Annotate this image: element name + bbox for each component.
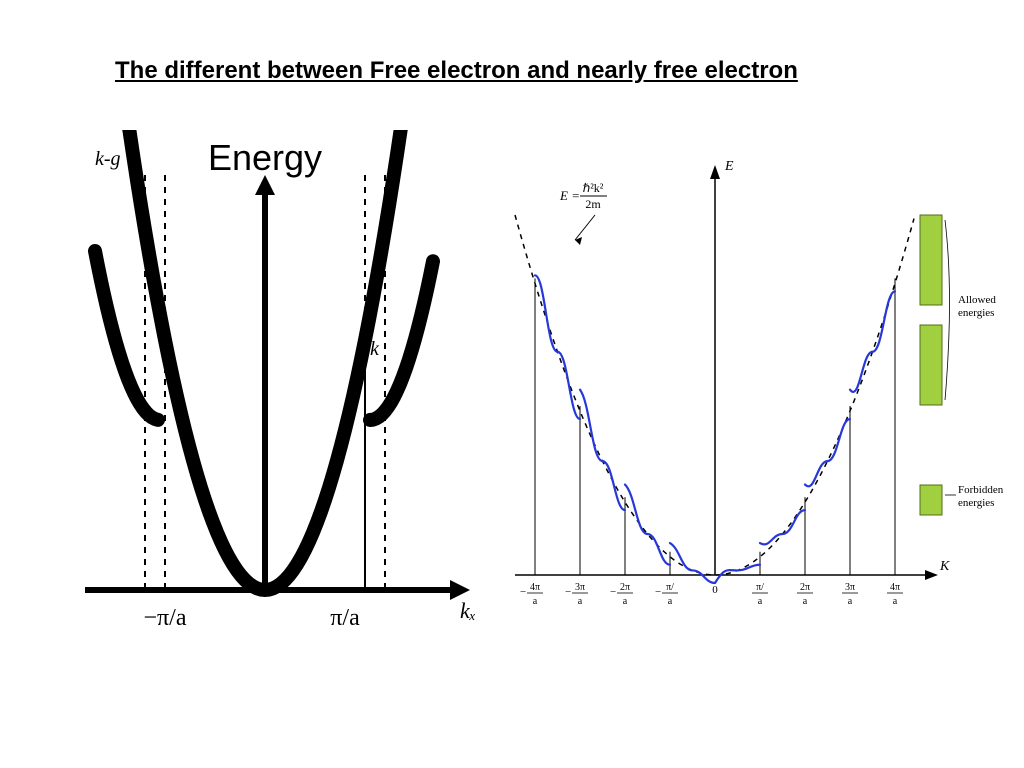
- svg-text:a: a: [623, 596, 628, 607]
- svg-text:−: −: [655, 586, 661, 598]
- right-diagram: EKE =ℏ²k²2m−4πa−3πa−2πa−π/a0π/a2πa3πa4πa…: [480, 145, 1010, 645]
- svg-text:−: −: [520, 586, 526, 598]
- svg-text:a: a: [668, 596, 673, 607]
- svg-text:a: a: [848, 596, 853, 607]
- svg-text:3π: 3π: [575, 582, 585, 593]
- svg-text:2m: 2m: [585, 197, 601, 211]
- svg-text:Forbidden: Forbidden: [958, 484, 1004, 496]
- svg-text:2π: 2π: [620, 582, 630, 593]
- svg-text:3π: 3π: [845, 582, 855, 593]
- svg-text:−: −: [610, 586, 616, 598]
- svg-text:ℏ²k²: ℏ²k²: [583, 181, 604, 195]
- svg-text:a: a: [893, 596, 898, 607]
- svg-text:π/a: π/a: [330, 605, 360, 631]
- svg-text:a: a: [533, 596, 538, 607]
- svg-text:4π: 4π: [890, 582, 900, 593]
- page-title: The different between Free electron and …: [115, 55, 815, 86]
- svg-text:a: a: [578, 596, 583, 607]
- svg-text:a: a: [803, 596, 808, 607]
- svg-text:0: 0: [712, 584, 718, 596]
- svg-text:Energy: Energy: [208, 137, 322, 178]
- svg-text:Allowed: Allowed: [958, 294, 996, 306]
- svg-text:E: E: [724, 159, 734, 174]
- svg-text:π/: π/: [666, 582, 674, 593]
- svg-text:kₓ: kₓ: [460, 598, 475, 623]
- svg-text:−: −: [565, 586, 571, 598]
- svg-text:k-g: k-g: [95, 148, 121, 170]
- svg-text:2π: 2π: [800, 582, 810, 593]
- left-diagram: Energyk-gkₓ−π/aπ/ak: [55, 130, 475, 650]
- svg-text:energies: energies: [958, 307, 994, 319]
- svg-text:E =: E =: [559, 188, 580, 203]
- svg-text:4π: 4π: [530, 582, 540, 593]
- svg-text:−π/a: −π/a: [144, 605, 187, 631]
- svg-text:π/: π/: [756, 582, 764, 593]
- svg-text:a: a: [758, 596, 763, 607]
- svg-text:energies: energies: [958, 497, 994, 509]
- svg-text:K: K: [939, 559, 950, 574]
